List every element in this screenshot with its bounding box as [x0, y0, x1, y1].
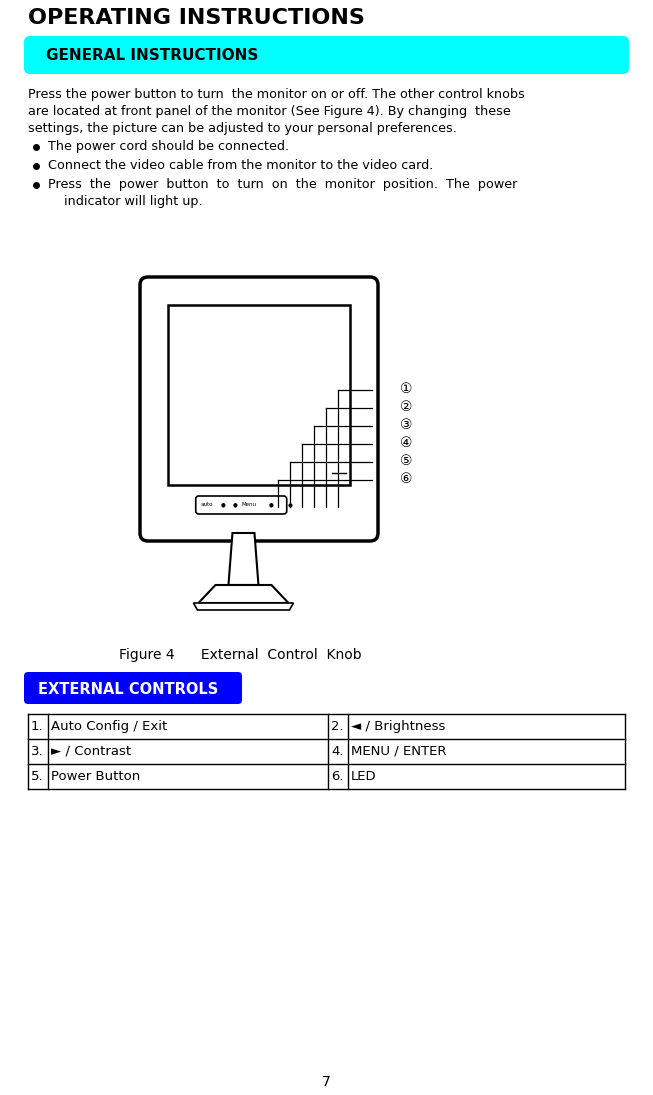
- Text: ◄ / Brightness: ◄ / Brightness: [351, 721, 445, 733]
- Text: EXTERNAL CONTROLS: EXTERNAL CONTROLS: [38, 681, 218, 696]
- Text: Press  the  power  button  to  turn  on  the  monitor  position.  The  power: Press the power button to turn on the mo…: [48, 178, 517, 191]
- Text: 7: 7: [322, 1075, 330, 1090]
- Text: ⑤: ⑤: [400, 454, 413, 468]
- Text: auto: auto: [201, 503, 214, 507]
- Text: ①: ①: [400, 382, 413, 396]
- Polygon shape: [229, 533, 259, 585]
- Text: ④: ④: [400, 436, 413, 450]
- Text: ●: ●: [221, 503, 226, 507]
- FancyBboxPatch shape: [196, 496, 287, 514]
- Text: 4.: 4.: [331, 745, 343, 758]
- Text: The power cord should be connected.: The power cord should be connected.: [48, 140, 289, 153]
- Text: 3.: 3.: [31, 745, 44, 758]
- Text: settings, the picture can be adjusted to your personal preferences.: settings, the picture can be adjusted to…: [28, 122, 457, 135]
- Text: 2.: 2.: [331, 721, 343, 733]
- Text: Press the power button to turn  the monitor on or off. The other control knobs: Press the power button to turn the monit…: [28, 88, 525, 101]
- Text: 5.: 5.: [31, 770, 44, 783]
- Polygon shape: [199, 585, 289, 603]
- Text: ●: ●: [233, 503, 238, 507]
- Text: indicator will light up.: indicator will light up.: [48, 195, 202, 208]
- Text: ●: ●: [269, 503, 274, 507]
- Text: Figure 4      External  Control  Knob: Figure 4 External Control Knob: [119, 648, 361, 662]
- Text: ⑥: ⑥: [400, 472, 413, 486]
- Text: Power Button: Power Button: [51, 770, 140, 783]
- Text: ②: ②: [400, 400, 413, 414]
- Text: Connect the video cable from the monitor to the video card.: Connect the video cable from the monitor…: [48, 159, 434, 172]
- FancyBboxPatch shape: [140, 277, 378, 541]
- FancyBboxPatch shape: [24, 36, 629, 74]
- Text: OPERATING INSTRUCTIONS: OPERATING INSTRUCTIONS: [28, 8, 365, 28]
- Polygon shape: [193, 603, 293, 610]
- Text: 1.: 1.: [31, 721, 44, 733]
- Text: Menu: Menu: [242, 503, 257, 507]
- Text: ③: ③: [400, 418, 413, 433]
- Text: MENU / ENTER: MENU / ENTER: [351, 745, 447, 758]
- Text: GENERAL INSTRUCTIONS: GENERAL INSTRUCTIONS: [46, 48, 259, 64]
- Text: ► / Contrast: ► / Contrast: [51, 745, 131, 758]
- Text: LED: LED: [351, 770, 377, 783]
- Text: 6.: 6.: [331, 770, 343, 783]
- Text: are located at front panel of the monitor (See Figure 4). By changing  these: are located at front panel of the monito…: [28, 105, 511, 118]
- Bar: [168, 306, 350, 485]
- FancyBboxPatch shape: [24, 672, 242, 704]
- Text: Auto Config / Exit: Auto Config / Exit: [51, 721, 167, 733]
